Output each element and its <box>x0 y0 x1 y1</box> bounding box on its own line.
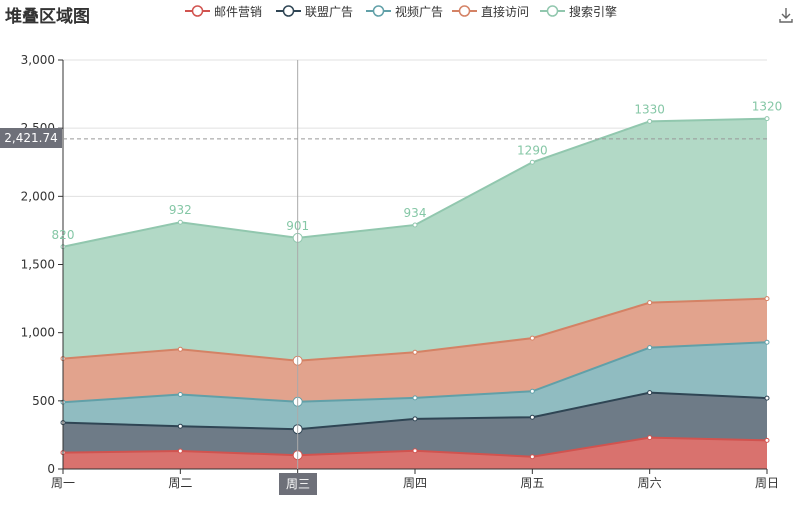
point-4-4 <box>412 349 418 355</box>
point-3-2 <box>177 392 183 398</box>
x-tick-label: 周日 <box>755 476 779 490</box>
legend-line-circle-icon <box>540 5 565 17</box>
legend-item[interactable]: 邮件营销 <box>185 3 262 19</box>
legend-label: 邮件营销 <box>214 4 263 19</box>
area-2 <box>63 392 767 457</box>
download-icon[interactable] <box>777 6 795 24</box>
point-2-2 <box>177 423 183 429</box>
point-4-2 <box>177 346 183 352</box>
point-5-2 <box>177 219 183 225</box>
legend-item[interactable]: 视频广告 <box>366 3 443 19</box>
area-3 <box>63 342 767 430</box>
y-tick-label: 2,000 <box>21 189 55 203</box>
data-label: 934 <box>404 206 427 220</box>
point-2-5 <box>529 414 535 420</box>
point-2-4 <box>412 416 418 422</box>
area-1 <box>63 437 767 469</box>
legend-line-circle-icon <box>366 5 391 17</box>
legend-label: 视频广告 <box>395 4 444 19</box>
data-label: 1320 <box>752 100 783 114</box>
y-tick-label: 1,000 <box>21 326 55 340</box>
chart-legend: 邮件营销 联盟广告 视频广告 直接访问 搜索引擎 <box>0 0 800 22</box>
legend-label: 搜索引擎 <box>569 4 618 19</box>
y-tick-label: 0 <box>47 462 55 476</box>
point-2-6 <box>647 390 653 396</box>
x-tick-label: 周六 <box>638 476 662 490</box>
y-tick-label: 1,500 <box>21 258 55 272</box>
legend-item[interactable]: 搜索引擎 <box>540 3 617 19</box>
legend-line-circle-icon <box>452 5 477 17</box>
data-label: 932 <box>169 203 192 217</box>
point-5-6 <box>647 118 653 124</box>
y-tick-label: 3,000 <box>21 53 55 67</box>
point-1-4 <box>412 448 418 454</box>
legend-label: 直接访问 <box>481 4 530 19</box>
crosshair-x-category-label: 周三 <box>279 473 317 495</box>
x-tick-label: 周四 <box>403 476 427 490</box>
x-tick-label: 周二 <box>168 476 192 490</box>
data-label: 820 <box>52 228 75 242</box>
point-3-4 <box>412 395 418 401</box>
data-label: 1330 <box>634 102 665 116</box>
point-3-7 <box>764 339 770 345</box>
legend-label: 联盟广告 <box>305 4 354 19</box>
legend-line-circle-icon <box>185 5 210 17</box>
legend-item[interactable]: 联盟广告 <box>276 3 353 19</box>
x-tick-label: 周一 <box>51 476 75 490</box>
legend-line-circle-icon <box>276 5 301 17</box>
point-1-2 <box>177 448 183 454</box>
data-label: 1290 <box>517 143 548 157</box>
point-3-6 <box>647 345 653 351</box>
point-4-5 <box>529 335 535 341</box>
area-4 <box>63 298 767 403</box>
legend-item[interactable]: 直接访问 <box>452 3 529 19</box>
point-2-7 <box>764 395 770 401</box>
point-5-5 <box>529 159 535 165</box>
chart-title: 堆叠区域图 <box>5 7 90 27</box>
crosshair-y-value-label: 2,421.74 <box>0 128 62 148</box>
point-3-5 <box>529 388 535 394</box>
area-5 <box>63 118 767 361</box>
point-4-7 <box>764 296 770 302</box>
point-1-6 <box>647 435 653 441</box>
point-1-7 <box>764 437 770 443</box>
point-5-4 <box>412 222 418 228</box>
y-tick-label: 500 <box>32 394 55 408</box>
point-5-7 <box>764 116 770 122</box>
point-4-6 <box>647 300 653 306</box>
x-tick-label: 周五 <box>520 476 544 490</box>
point-1-5 <box>529 454 535 460</box>
